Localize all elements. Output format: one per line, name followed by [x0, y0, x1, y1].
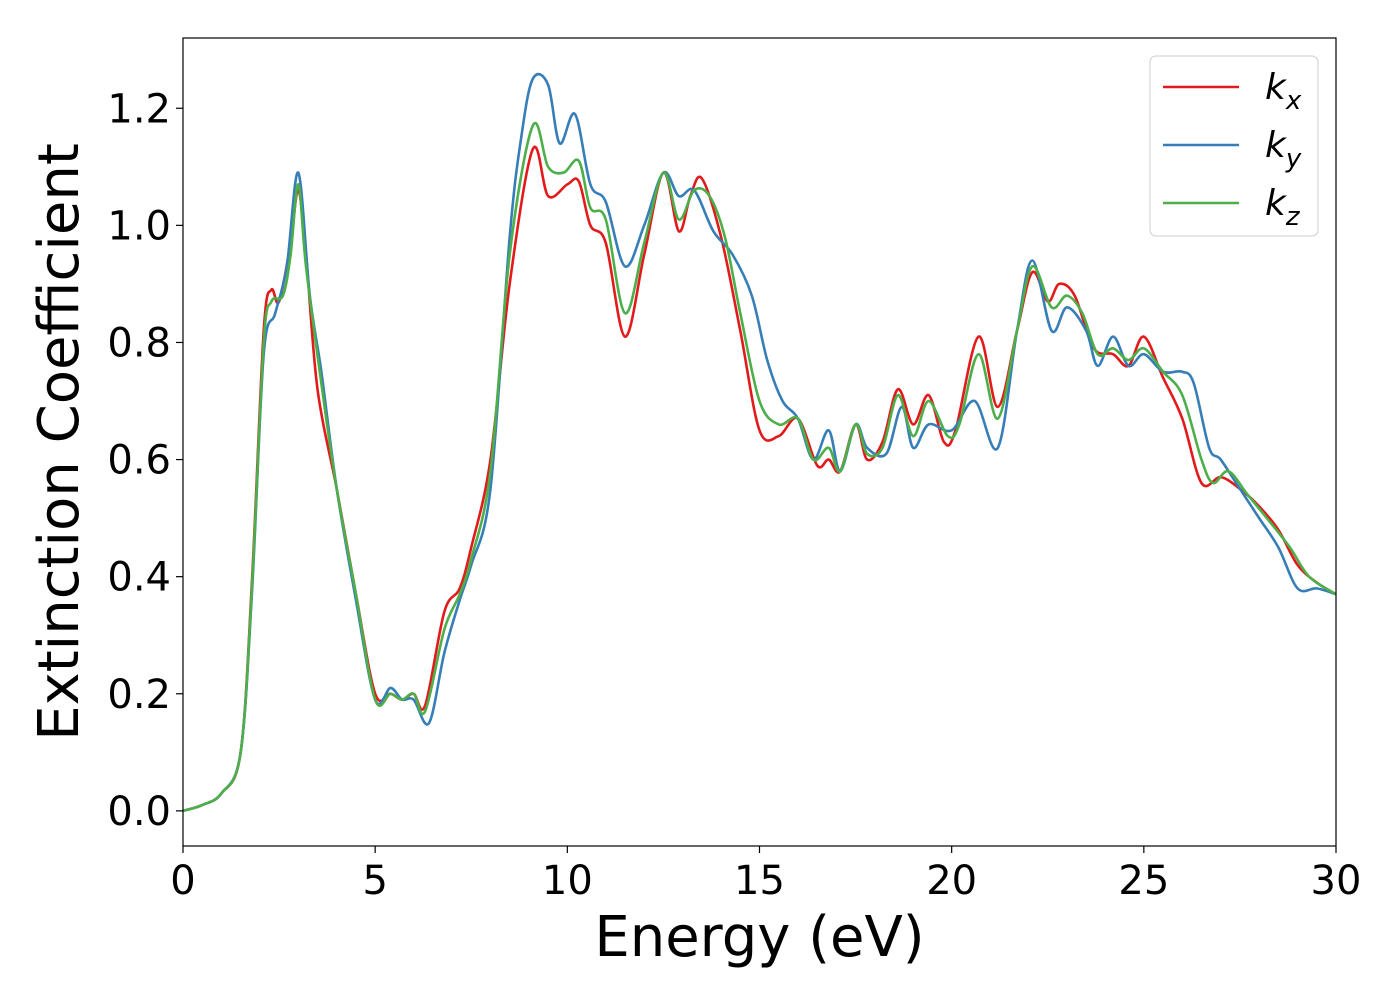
x-tick-label: 30: [1311, 858, 1362, 904]
x-tick-label: 20: [926, 858, 977, 904]
y-tick-label: 1.2: [107, 86, 171, 132]
y-tick-label: 0.4: [107, 555, 171, 601]
x-axis-ticks: 0 5 10 15 20 25 30: [170, 846, 1361, 904]
x-tick-label: 10: [542, 858, 593, 904]
series-line-z: [182, 121, 1337, 813]
y-tick-label: 0.8: [107, 320, 171, 366]
y-tick-label: 0.6: [107, 438, 171, 484]
y-tick-label: 0.2: [107, 672, 171, 718]
x-axis-title: Energy (eV): [594, 905, 924, 970]
x-tick-label: 25: [1118, 858, 1169, 904]
x-tick-label: 0: [170, 858, 195, 904]
y-tick-label: 0.0: [107, 789, 171, 835]
y-tick-label: 1.0: [107, 203, 171, 249]
x-tick-label: 15: [734, 858, 785, 904]
y-axis-ticks: 0.0 0.2 0.4 0.6 0.8 1.0 1.2: [107, 86, 183, 835]
x-tick-label: 5: [362, 858, 387, 904]
y-axis-title: Extinction Coefficient: [27, 143, 92, 741]
legend: kx ky kz: [1149, 55, 1319, 237]
legend-label-z: kz: [1265, 183, 1301, 232]
legend-label-x: kx: [1265, 67, 1302, 116]
legend-label-y: ky: [1265, 125, 1302, 174]
series-layer: [182, 72, 1337, 813]
